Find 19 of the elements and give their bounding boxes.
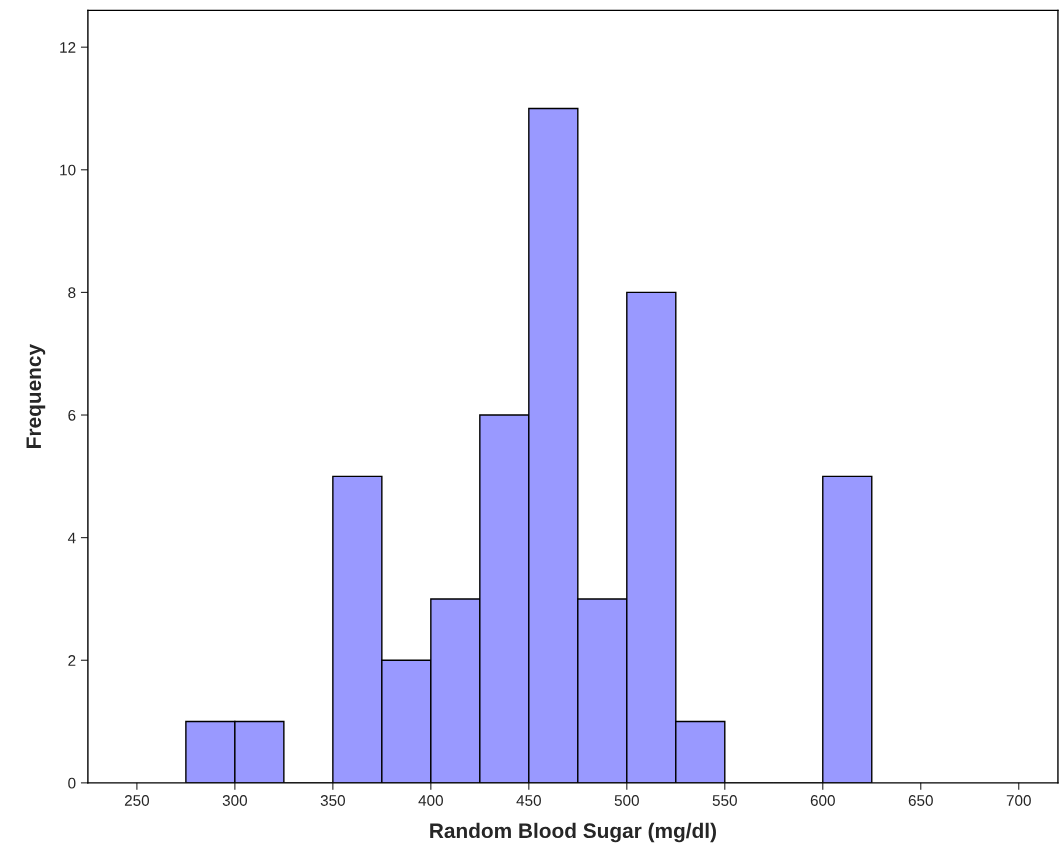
y-tick-label: 6 — [68, 409, 76, 421]
x-tick-label: 550 — [712, 795, 737, 806]
x-tick-label: 650 — [908, 795, 933, 806]
x-tick-label: 400 — [418, 795, 443, 806]
y-tick-label: 0 — [68, 777, 76, 789]
x-tick-label: 600 — [810, 795, 835, 806]
y-tick-label: 10 — [60, 164, 76, 176]
y-tick-label: 8 — [68, 287, 76, 299]
x-tick-label: 450 — [516, 795, 541, 806]
x-tick-label: 500 — [614, 795, 639, 806]
x-tick-label: 250 — [124, 795, 150, 806]
x-axis-title: Random Blood Sugar (mg/dl) — [430, 822, 716, 843]
x-tick-label: 700 — [1006, 795, 1031, 806]
x-tick-label: 300 — [222, 795, 248, 806]
x-tick-label: 350 — [320, 795, 346, 806]
y-tick-label: 2 — [68, 655, 76, 666]
y-tick-label: 4 — [67, 532, 76, 544]
y-axis-title: Frequency — [26, 344, 46, 448]
y-tick-label: 12 — [60, 42, 76, 53]
